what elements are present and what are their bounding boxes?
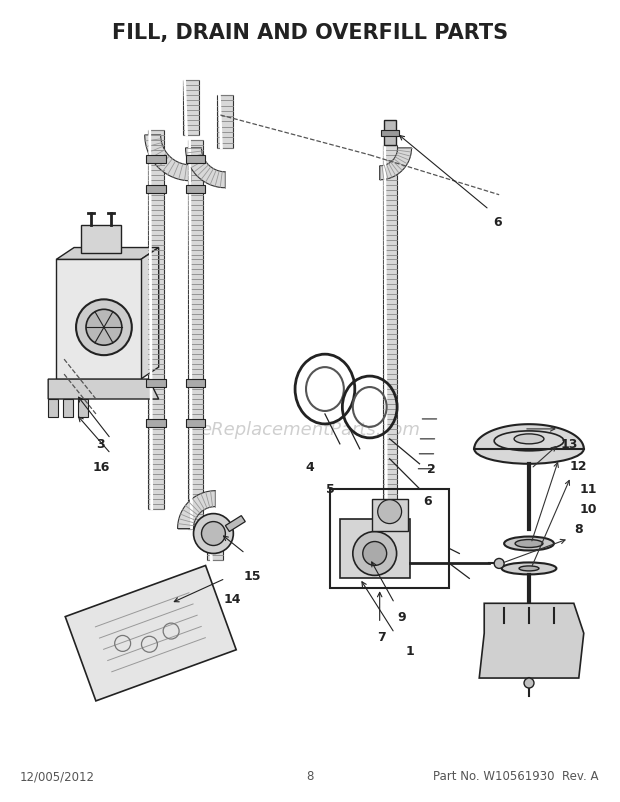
Text: 15: 15 [244,569,261,582]
Text: 12/005/2012: 12/005/2012 [19,769,94,782]
Polygon shape [177,491,215,529]
Bar [81,225,121,253]
Bar [146,156,166,164]
Polygon shape [226,516,246,532]
Text: 9: 9 [397,610,406,623]
Bar [218,96,233,148]
Circle shape [494,559,504,569]
Polygon shape [65,565,236,701]
Text: Part No. W10561930  Rev. A: Part No. W10561930 Rev. A [433,769,599,782]
Polygon shape [479,604,584,678]
Text: 10: 10 [580,503,598,516]
Polygon shape [56,249,159,260]
Bar [208,529,223,561]
Ellipse shape [515,540,543,548]
Polygon shape [141,249,159,379]
Bar [185,379,205,387]
Circle shape [202,522,226,546]
Text: 4: 4 [306,460,314,474]
Text: eReplacementParts.com: eReplacementParts.com [200,420,420,439]
Bar [340,519,410,579]
Circle shape [524,678,534,688]
Polygon shape [56,260,141,379]
Text: 2: 2 [427,463,436,476]
Text: 3: 3 [97,438,105,451]
Text: 5: 5 [326,483,334,496]
Polygon shape [185,148,226,188]
Bar [146,379,166,387]
Text: 6: 6 [423,495,432,508]
Text: 7: 7 [378,630,386,643]
Polygon shape [48,379,159,399]
Circle shape [193,514,233,553]
Bar [185,419,205,427]
Bar [372,499,407,531]
Bar [188,140,203,529]
Text: 8: 8 [306,769,314,782]
Ellipse shape [504,537,554,551]
Text: 8: 8 [575,522,583,536]
Text: 11: 11 [580,483,598,496]
Ellipse shape [502,563,556,575]
Bar [146,185,166,193]
Bar [381,131,399,137]
Circle shape [86,310,122,346]
Ellipse shape [514,435,544,444]
Polygon shape [78,399,88,417]
Ellipse shape [474,435,584,464]
Text: 14: 14 [224,592,241,605]
Bar [146,419,166,427]
Text: 13: 13 [560,438,577,451]
Bar [182,81,198,136]
Text: 6: 6 [493,216,502,229]
Circle shape [363,542,387,565]
Bar [383,146,397,569]
Text: 1: 1 [405,644,414,657]
Polygon shape [74,249,159,367]
Text: FILL, DRAIN AND OVERFILL PARTS: FILL, DRAIN AND OVERFILL PARTS [112,23,508,43]
Bar [185,185,205,193]
Bar [384,121,396,146]
Circle shape [378,500,402,524]
Ellipse shape [519,566,539,571]
Text: 12: 12 [570,460,588,472]
Text: 16: 16 [92,460,110,474]
Circle shape [76,300,132,356]
Bar [148,131,164,509]
Polygon shape [48,399,58,417]
Polygon shape [144,136,190,181]
Polygon shape [63,399,73,417]
Bar [185,156,205,164]
Polygon shape [379,148,412,180]
Circle shape [353,532,397,576]
